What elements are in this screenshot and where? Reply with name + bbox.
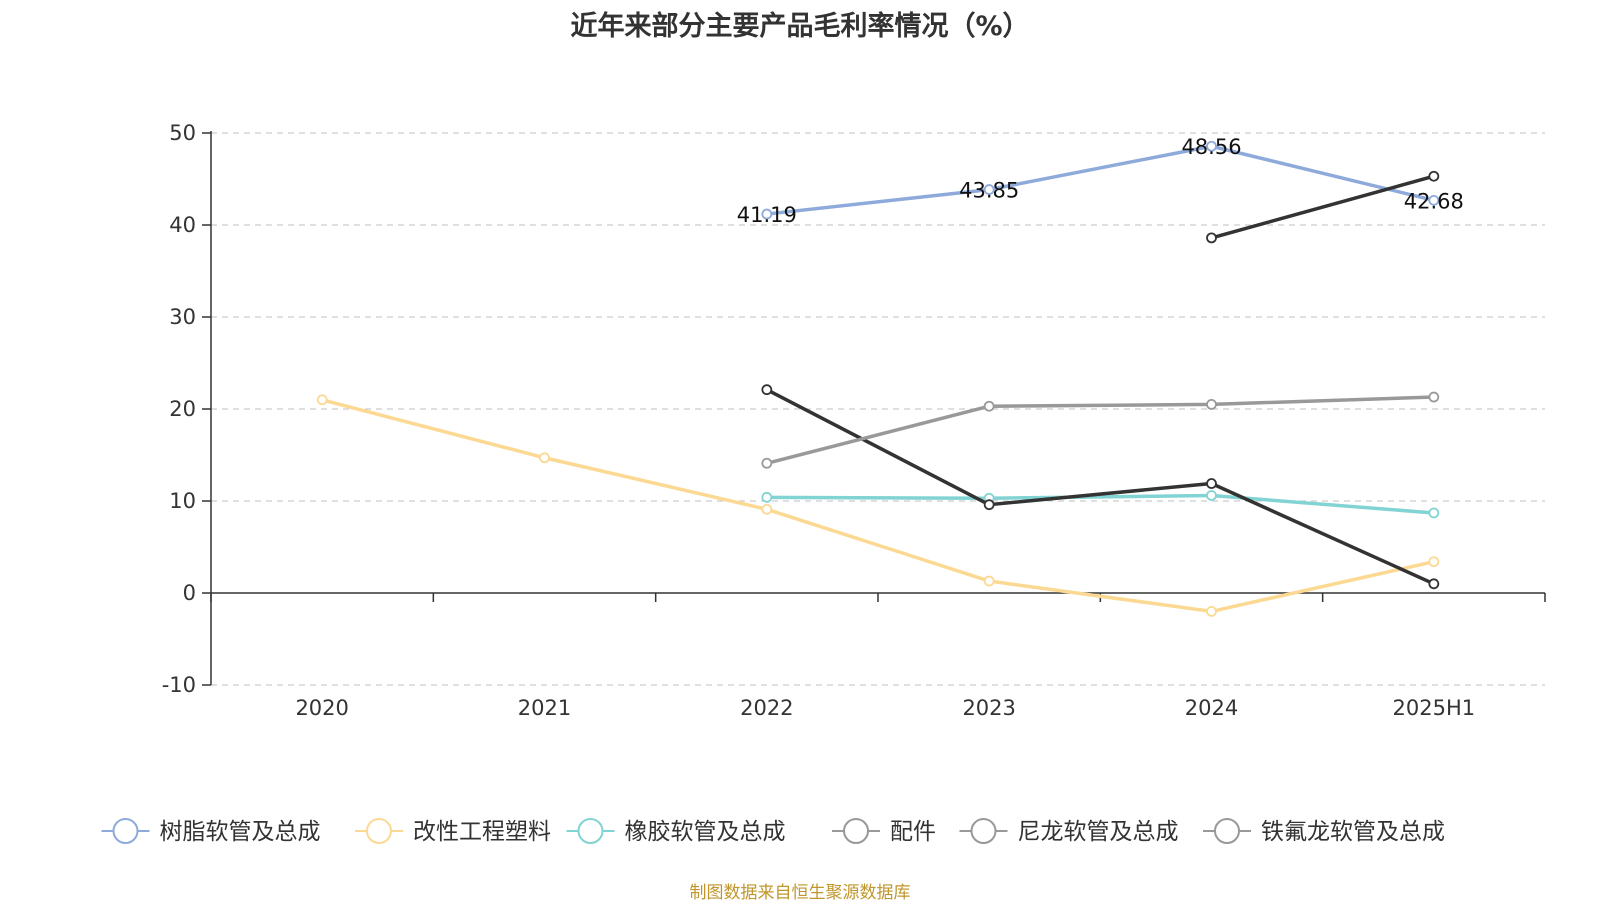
y-tick-label: -10 [162, 673, 196, 697]
legend-label: 橡胶软管及总成 [625, 819, 786, 845]
data-label: 43.85 [959, 179, 1019, 203]
legend-item[interactable]: 配件 [832, 818, 936, 845]
legend-marker-icon [112, 818, 139, 844]
data-point [761, 457, 773, 469]
legend-label: 改性工程塑料 [413, 819, 551, 845]
legend-marker-icon [1214, 818, 1240, 844]
data-point [1206, 490, 1217, 501]
series-line [1211, 174, 1435, 240]
data-point [1428, 194, 1440, 206]
legend-item[interactable]: 橡胶软管及总成 [566, 818, 786, 845]
legend-item[interactable]: 铁氟龙软管及总成 [1203, 818, 1445, 845]
legend-label: 尼龙软管及总成 [1018, 819, 1179, 845]
data-point [1428, 578, 1440, 590]
series-line [321, 398, 1435, 614]
series-4 [761, 384, 1440, 590]
data-point [761, 384, 773, 396]
y-tick-label: 10 [169, 489, 196, 513]
data-point [1206, 398, 1217, 410]
data-point [761, 503, 773, 515]
chart-title: 近年来部分主要产品毛利率情况（%） [570, 11, 1030, 42]
legend-item[interactable]: 尼龙软管及总成 [959, 818, 1179, 845]
series-line [766, 395, 1434, 465]
y-tick-label: 30 [169, 305, 196, 329]
x-tick-label: 2024 [1185, 696, 1238, 720]
legend: 树脂软管及总成 改性工程塑料 橡胶软管及总成 配件 尼龙软管及总成 铁氟龙软管及总成 [101, 818, 1445, 845]
legend-marker-icon [970, 818, 997, 844]
data-point [983, 184, 995, 195]
axes: -10 0 10 20 30 40 50 2020 2021 2022 2023 2024 2025H1 [162, 121, 1546, 720]
legend-marker-icon [843, 818, 869, 844]
data-point [983, 400, 995, 412]
x-tick-label: 2021 [518, 696, 571, 720]
data-label: 48.56 [1181, 135, 1241, 159]
data-labels: 41.19 43.85 48.56 42.68 [737, 135, 1464, 227]
legend-marker-icon [577, 818, 604, 844]
data-point [539, 452, 550, 464]
data-point [1428, 170, 1440, 182]
legend-item[interactable]: 树脂软管及总成 [101, 818, 321, 845]
data-point [1206, 232, 1217, 244]
data-point [983, 499, 995, 511]
series-lines [316, 140, 1440, 617]
data-label: 42.68 [1404, 189, 1464, 213]
grid-lines [211, 132, 1545, 686]
data-point [761, 491, 773, 503]
data-point [1428, 507, 1440, 519]
series-line [766, 144, 1435, 216]
data-point [983, 575, 995, 587]
data-label: 41.19 [737, 203, 797, 227]
source-note: 制图数据来自恒生聚源数据库 [689, 883, 911, 903]
x-tick-label: 2020 [295, 696, 348, 720]
x-tick-label: 2025H1 [1393, 696, 1476, 720]
data-point [1206, 478, 1217, 489]
y-tick-label: 50 [169, 121, 196, 145]
data-point [761, 208, 773, 220]
data-point [1428, 556, 1440, 568]
series-1 [761, 140, 1440, 220]
data-point [1428, 391, 1440, 403]
x-tick-label: 2023 [962, 696, 1015, 720]
legend-label: 树脂软管及总成 [160, 819, 321, 845]
legend-label: 铁氟龙软管及总成 [1261, 819, 1445, 845]
series-5 [761, 391, 1440, 469]
series-2 [316, 394, 1440, 617]
y-tick-label: 20 [169, 397, 196, 421]
data-point [1206, 606, 1217, 617]
legend-label: 配件 [890, 819, 936, 845]
data-point [316, 394, 328, 406]
series-6 [1206, 170, 1440, 244]
data-point [1206, 140, 1217, 152]
x-tick-label: 2022 [740, 696, 793, 720]
y-tick-label: 40 [169, 213, 196, 237]
series-line [766, 388, 1435, 586]
series-line [766, 493, 1434, 515]
legend-item[interactable]: 改性工程塑料 [355, 818, 551, 845]
legend-marker-icon [366, 818, 392, 844]
y-tick-label: 0 [183, 581, 196, 605]
